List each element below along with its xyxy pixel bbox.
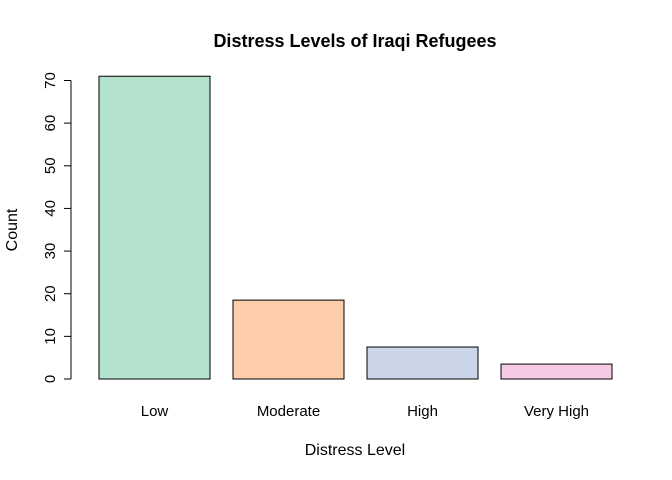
bars-group <box>98 75 613 380</box>
y-tick-label: 60 <box>42 115 59 132</box>
y-tick-label: 10 <box>42 328 59 345</box>
x-tick-labels: Low Moderate High Very High <box>141 403 589 420</box>
x-tick-label: High <box>407 403 438 420</box>
y-tick-label: 20 <box>42 285 59 302</box>
x-tick-label: Moderate <box>257 403 320 420</box>
bar-very-high <box>500 363 613 380</box>
y-tick-label: 40 <box>42 200 59 217</box>
bar-moderate <box>232 299 345 380</box>
y-axis: 0 10 20 30 40 50 60 70 <box>42 72 72 383</box>
bar-low <box>98 75 211 380</box>
y-tick-label: 30 <box>42 243 59 260</box>
y-tick-label: 50 <box>42 157 59 174</box>
bar-high <box>366 346 479 380</box>
y-axis-label: Count <box>4 208 21 251</box>
y-tick-label: 0 <box>42 375 59 383</box>
chart-title: Distress Levels of Iraqi Refugees <box>213 31 496 51</box>
y-tick-label: 70 <box>42 72 59 89</box>
x-tick-label: Very High <box>524 403 589 420</box>
x-axis-label: Distress Level <box>305 442 405 459</box>
x-tick-label: Low <box>141 403 169 420</box>
